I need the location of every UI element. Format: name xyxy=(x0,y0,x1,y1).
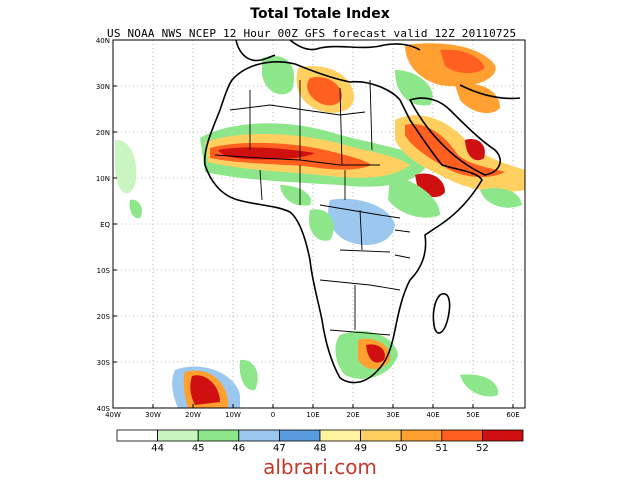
colorbar-swatch xyxy=(400,429,443,442)
madagascar xyxy=(432,293,451,334)
lon-tick-label: 40W xyxy=(105,411,121,419)
lon-tick-label: 10E xyxy=(306,411,319,419)
country-borders xyxy=(214,79,411,336)
colorbar-swatch xyxy=(441,429,483,442)
congo-blue xyxy=(328,198,395,245)
colorbar-swatch xyxy=(360,429,402,442)
graticule xyxy=(113,40,525,408)
congo-green xyxy=(308,209,334,241)
lon-tick-label: 40E xyxy=(426,411,439,419)
colorbar-label: 52 xyxy=(476,443,489,454)
colorbar-label: 44 xyxy=(151,443,164,454)
lat-tick-label: 10N xyxy=(96,175,110,183)
levant-core xyxy=(440,49,485,74)
libya-core xyxy=(307,76,342,106)
satl-green xyxy=(239,359,258,391)
lat-tick-label: 30N xyxy=(96,83,110,91)
saf-core xyxy=(366,344,385,363)
colorbar-swatch xyxy=(238,429,280,442)
iraq-green xyxy=(395,70,433,106)
persia-high xyxy=(455,83,500,114)
colorbar-label: 51 xyxy=(435,443,449,454)
lon-tick-label: 20W xyxy=(185,411,201,419)
lat-tick-label: 10S xyxy=(97,267,111,275)
lat-tick-label: 20S xyxy=(97,313,111,321)
colorbar-label: 46 xyxy=(232,443,246,454)
lat-axis: 40N 30N 20N 10N EQ 10S 20S 30S 40S xyxy=(96,37,117,413)
lon-tick-label: 30E xyxy=(386,411,399,419)
persia-coast xyxy=(459,84,521,100)
east-africa-green xyxy=(388,175,440,218)
colorbar-label: 45 xyxy=(191,443,205,454)
lon-tick-label: 60E xyxy=(506,411,519,419)
arabia-core xyxy=(465,139,485,161)
nw-green xyxy=(262,55,295,95)
iberia-coast xyxy=(235,40,276,62)
colorbar-swatch xyxy=(197,429,240,442)
lat-tick-label: 20N xyxy=(96,129,110,137)
lon-tick-label: 10W xyxy=(225,411,241,419)
index-shading xyxy=(115,43,525,408)
map-title: Total Totale Index xyxy=(250,6,390,22)
satl-core xyxy=(190,375,220,405)
watermark: albrari.com xyxy=(263,455,377,479)
colorbar-label: 48 xyxy=(313,443,327,454)
coastlines xyxy=(203,40,521,384)
horn-green xyxy=(480,188,522,208)
lon-tick-label: 0 xyxy=(271,411,275,419)
gulf-green xyxy=(280,185,311,206)
lon-axis: 40W 30W 20W 10W 0 10E 20E 30E 40E 50E 60E xyxy=(105,404,520,419)
indian-green xyxy=(460,374,499,397)
med-north xyxy=(289,40,421,51)
atlantic-green xyxy=(115,139,137,194)
arabia-coast xyxy=(409,97,501,176)
colorbar-label: 50 xyxy=(394,443,408,454)
colorbar xyxy=(116,429,524,442)
africa-coastline xyxy=(203,61,483,384)
lon-tick-label: 50E xyxy=(466,411,479,419)
colorbar-swatch xyxy=(319,429,361,442)
colorbar-label: 47 xyxy=(273,443,286,454)
atlantic-green-2 xyxy=(129,199,142,219)
colorbar-swatch xyxy=(481,429,524,442)
lat-tick-label: EQ xyxy=(100,221,110,229)
lat-tick-label: 40N xyxy=(96,37,110,45)
colorbar-swatch xyxy=(157,429,199,442)
lon-tick-label: 20E xyxy=(346,411,359,419)
lat-tick-label: 30S xyxy=(97,359,111,367)
lon-tick-label: 30W xyxy=(145,411,161,419)
colorbar-swatch xyxy=(116,429,158,442)
lat-tick-label: 40S xyxy=(97,405,111,413)
redsea-core xyxy=(405,124,505,178)
map-subtitle: US NOAA NWS NCEP 12 Hour 00Z GFS forecas… xyxy=(107,27,517,40)
colorbar-label: 49 xyxy=(354,443,367,454)
colorbar-swatch xyxy=(278,429,321,442)
